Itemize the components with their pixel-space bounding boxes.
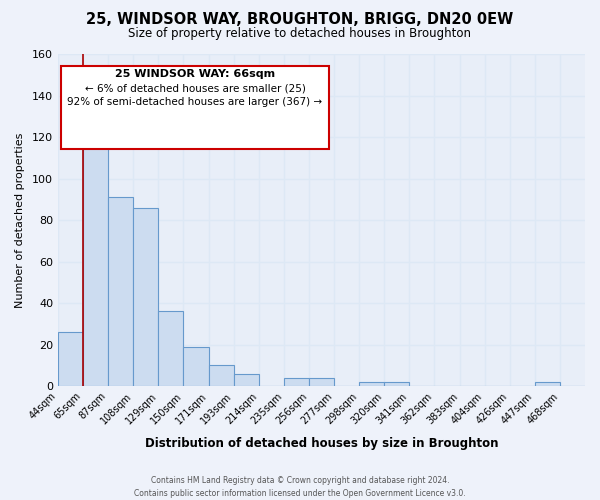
Y-axis label: Number of detached properties: Number of detached properties — [15, 132, 25, 308]
Text: Size of property relative to detached houses in Broughton: Size of property relative to detached ho… — [128, 28, 472, 40]
Bar — [209, 366, 233, 386]
Bar — [108, 197, 133, 386]
Text: 92% of semi-detached houses are larger (367) →: 92% of semi-detached houses are larger (… — [67, 97, 323, 107]
FancyBboxPatch shape — [61, 66, 329, 148]
Bar — [359, 382, 384, 386]
Text: Contains HM Land Registry data © Crown copyright and database right 2024.
Contai: Contains HM Land Registry data © Crown c… — [134, 476, 466, 498]
Bar — [184, 346, 209, 386]
Text: ← 6% of detached houses are smaller (25): ← 6% of detached houses are smaller (25) — [85, 84, 305, 94]
Bar — [83, 131, 108, 386]
Bar — [158, 312, 184, 386]
Text: 25, WINDSOR WAY, BROUGHTON, BRIGG, DN20 0EW: 25, WINDSOR WAY, BROUGHTON, BRIGG, DN20 … — [86, 12, 514, 28]
Bar — [284, 378, 309, 386]
Bar — [133, 208, 158, 386]
Bar — [309, 378, 334, 386]
Bar — [233, 374, 259, 386]
Bar — [535, 382, 560, 386]
Bar — [384, 382, 409, 386]
X-axis label: Distribution of detached houses by size in Broughton: Distribution of detached houses by size … — [145, 437, 498, 450]
Bar — [58, 332, 83, 386]
Text: 25 WINDSOR WAY: 66sqm: 25 WINDSOR WAY: 66sqm — [115, 69, 275, 79]
